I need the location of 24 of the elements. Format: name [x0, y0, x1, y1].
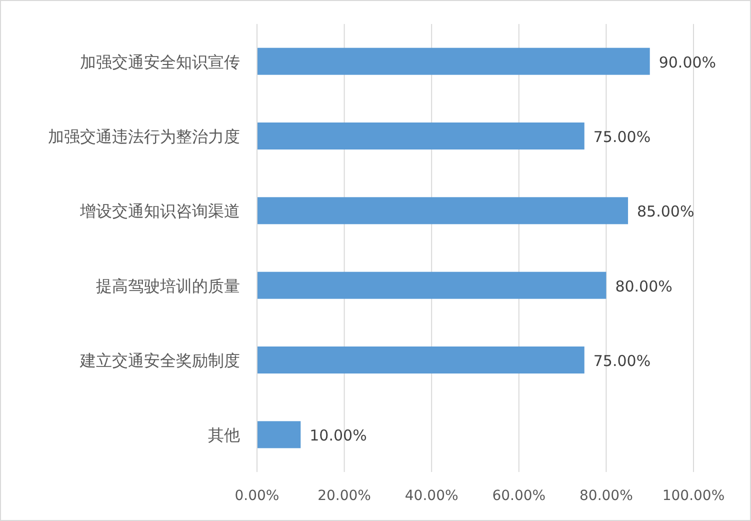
data-label: 85.00%	[637, 202, 694, 221]
x-tick-label: 80.00%	[580, 488, 633, 504]
bar	[257, 346, 584, 374]
data-label: 75.00%	[593, 352, 651, 370]
data-label: 80.00%	[615, 277, 672, 296]
data-label: 75.00%	[593, 128, 651, 146]
bar	[257, 122, 584, 150]
y-tick-label: 加强交通安全知识宣传	[80, 52, 240, 72]
bar	[257, 197, 628, 224]
x-tick-label: 40.00%	[404, 488, 458, 504]
y-tick-label: 建立交通安全奖励制度	[79, 351, 240, 370]
bar	[257, 48, 650, 75]
data-label: 10.00%	[310, 426, 367, 445]
bar	[257, 272, 606, 299]
bar	[257, 421, 301, 448]
y-tick-label: 加强交通违法行为整治力度	[48, 127, 240, 146]
x-tick-label: 60.00%	[492, 488, 546, 504]
y-tick-label: 提高驾驶培训的质量	[96, 276, 240, 296]
data-label: 90.00%	[658, 53, 716, 72]
x-tick-label: 100.00%	[662, 488, 725, 504]
y-tick-label: 其他	[208, 426, 240, 445]
x-tick-label: 20.00%	[318, 488, 371, 504]
x-tick-label: 0.00%	[234, 488, 280, 504]
y-tick-label: 增设交通知识咨询渠道	[79, 202, 240, 221]
